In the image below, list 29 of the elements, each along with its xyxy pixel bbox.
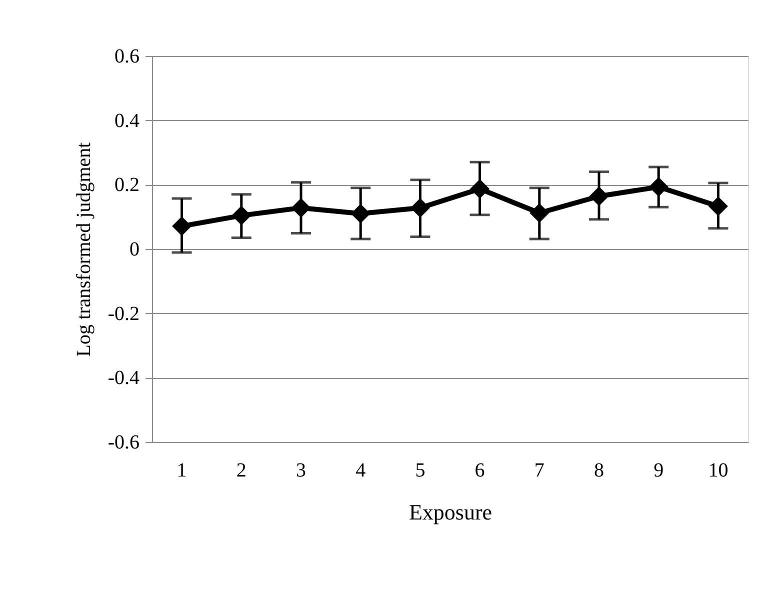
point xyxy=(291,198,311,218)
point xyxy=(530,203,550,223)
x-tick-label: 6 xyxy=(474,460,485,482)
point xyxy=(350,204,370,224)
x-tick-label: 8 xyxy=(594,460,604,482)
x-axis-title: Exposure xyxy=(408,500,492,524)
y-tick-label: 0.2 xyxy=(114,174,140,196)
y-tick-label: 0 xyxy=(130,238,140,260)
point xyxy=(410,198,430,218)
x-tick-label: 1 xyxy=(176,460,187,482)
point xyxy=(470,179,490,199)
x-tick-label: 4 xyxy=(356,460,366,482)
x-tick-label: 5 xyxy=(415,460,426,482)
point xyxy=(172,216,192,236)
y-tick-label: 0.4 xyxy=(114,110,140,132)
point xyxy=(589,186,609,206)
x-tick-label: 10 xyxy=(708,460,728,482)
point xyxy=(648,177,668,197)
y-axis-title: Log transformed judgment xyxy=(72,142,95,357)
point xyxy=(232,206,252,226)
x-tick-label: 7 xyxy=(534,460,544,482)
x-tick-label: 9 xyxy=(654,460,664,482)
point xyxy=(708,196,728,216)
y-tick-label: -0.2 xyxy=(108,302,140,325)
x-tick-label: 3 xyxy=(296,460,306,482)
x-tick-label: 2 xyxy=(236,460,246,482)
y-tick-label: -0.4 xyxy=(108,367,140,390)
y-tick-label: 0.6 xyxy=(114,46,140,68)
y-tick-label: -0.6 xyxy=(108,432,140,454)
